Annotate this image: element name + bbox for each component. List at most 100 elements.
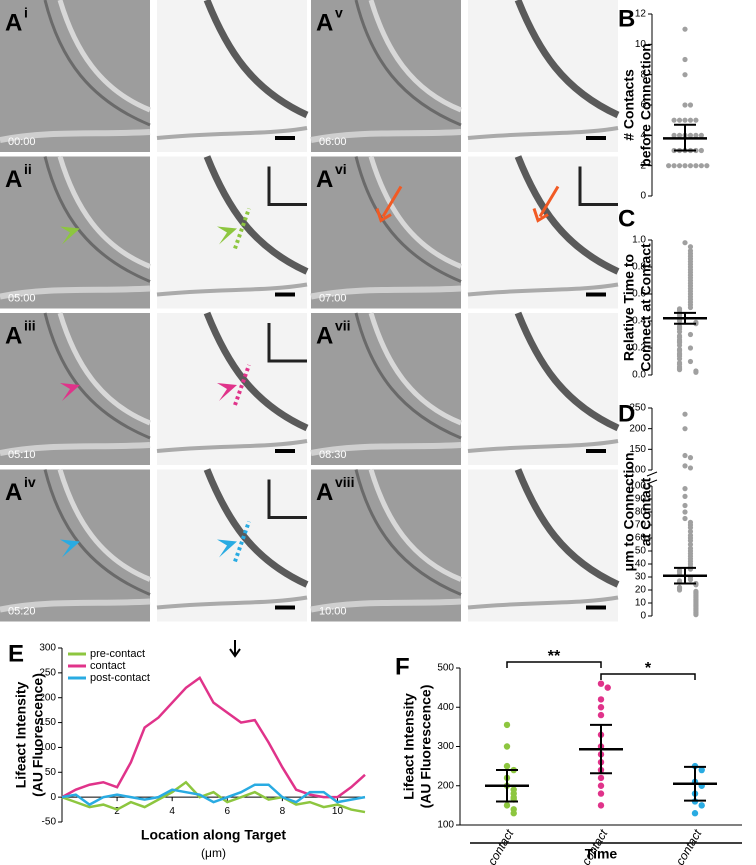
y-tick-label: 10 [635,598,647,609]
panel-label: A [316,166,333,193]
data-point [676,367,683,373]
data-point [604,684,611,691]
cell-edge [310,285,462,300]
y-axis-label: # Contacts [621,69,637,141]
scale-bar [275,292,295,297]
cell-edge [368,0,462,113]
data-point [698,766,705,774]
data-point [682,163,688,169]
arrowhead [60,539,80,558]
legend-label: pre-contact [90,648,145,660]
y-tick-label: 100 [629,465,646,476]
panel-label: A [5,479,22,506]
panel-label: E [8,640,24,667]
data-point [676,587,683,593]
y-tick-label: 100 [629,481,646,492]
timestamp: 10:00 [319,605,347,617]
timestamp: 07:00 [319,292,347,304]
data-point [503,762,511,770]
y-tick-label: 0.0 [632,370,646,381]
significance-label: * [645,660,652,677]
data-point [693,132,699,138]
timestamp: 06:00 [319,136,347,148]
cell-edge [57,0,151,113]
panel-label-sup: v [335,5,343,21]
panel-label-sup: vii [335,318,351,334]
y-axis-label: at Contact [638,477,654,546]
inset-frame [578,166,618,206]
data-point [503,802,511,809]
data-point [682,502,688,509]
cell-edge [354,156,462,283]
y-tick-label: 100 [437,820,454,831]
panel-label-sup: vi [335,161,347,177]
panel-label: A [316,479,333,506]
actin-signal [514,0,620,119]
data-point [597,696,605,703]
cell-edge [310,598,462,613]
data-point [597,774,605,782]
cell-edge [310,129,462,143]
x-tick-label: post-contact [659,827,705,865]
scale-bar [275,136,295,140]
y-tick-label: 300 [39,643,56,654]
significance-bracket [506,661,602,668]
data-point [682,509,688,515]
data-point [691,810,699,817]
panel-label: F [395,653,410,680]
data-point [687,163,694,169]
y-tick-label: 12 [635,9,647,20]
y-tick-label: 0.4 [632,316,646,327]
dic-image [311,469,461,622]
y-tick-label: 40 [635,559,647,570]
data-point [687,331,694,338]
fluor-image [468,0,618,152]
scale-bar [275,605,295,610]
data-point [687,528,694,535]
actin-signal [467,595,619,610]
arrowhead [60,383,80,401]
significance-label: ** [548,648,561,665]
y-tick-label: 90 [635,494,647,505]
data-point [693,369,699,375]
data-point [597,802,605,809]
panel-label-sup: viii [335,474,354,490]
actin-signal [467,282,619,297]
inset-frame [267,323,307,363]
timestamp: 05:00 [8,292,36,304]
data-point [704,163,710,169]
timestamp: 05:20 [8,605,36,617]
data-point [682,72,688,78]
cell-edge [57,155,151,269]
y-tick-label: 50 [635,546,647,557]
y-tick-label: 2 [640,160,646,171]
panel-label: D [618,400,635,427]
fluor-image [468,156,618,309]
data-point [693,117,699,123]
y-tick-label: 200 [629,423,646,434]
cell-edge [0,598,151,613]
y-tick-label: 300 [437,741,454,752]
data-point [687,358,694,365]
y-axis-label: Connect at Contact [638,243,654,372]
cell-edge [368,468,462,582]
data-point [687,102,694,108]
cell-edge [43,469,151,596]
actin-signal [514,311,620,432]
data-point [682,26,688,32]
y-tick-label: 500 [437,663,454,674]
panel-label-sup: ii [24,161,32,177]
actin-signal [203,0,309,119]
y-tick-label: 400 [437,702,454,713]
data-point [682,515,688,522]
axis-break [646,479,658,485]
data-point [666,163,672,169]
axis-break [646,471,658,477]
peak-arrow [229,640,241,658]
legend-label: contact [90,660,125,672]
arrowhead [60,226,80,245]
data-point [676,132,683,138]
y-tick-label: 80 [635,507,647,518]
cell-edge [354,312,462,440]
data-point [682,56,688,63]
